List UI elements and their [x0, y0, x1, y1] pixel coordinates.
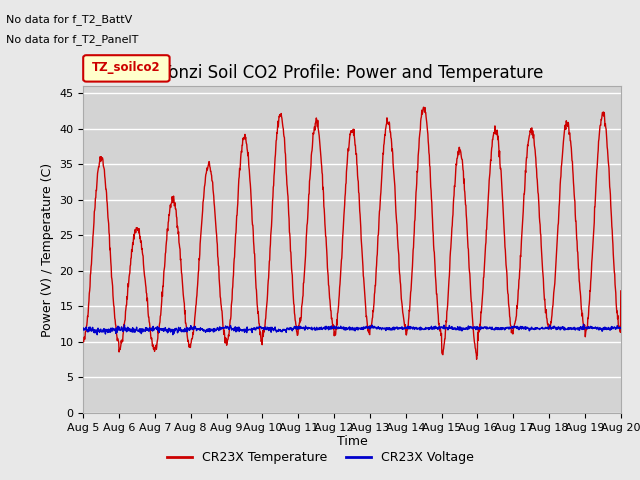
Title: Tonzi Soil CO2 Profile: Power and Temperature: Tonzi Soil CO2 Profile: Power and Temper…	[161, 64, 543, 82]
Text: No data for f_T2_BattV: No data for f_T2_BattV	[6, 14, 132, 25]
Y-axis label: Power (V) / Temperature (C): Power (V) / Temperature (C)	[41, 163, 54, 336]
Legend: CR23X Temperature, CR23X Voltage: CR23X Temperature, CR23X Voltage	[161, 446, 479, 469]
Text: No data for f_T2_PanelT: No data for f_T2_PanelT	[6, 34, 139, 45]
X-axis label: Time: Time	[337, 435, 367, 448]
Text: TZ_soilco2: TZ_soilco2	[92, 61, 160, 74]
